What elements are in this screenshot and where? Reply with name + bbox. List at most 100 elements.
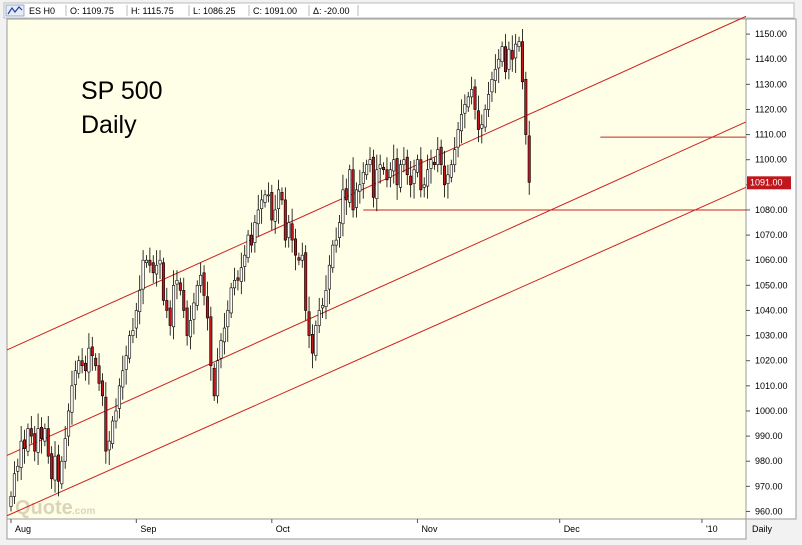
candle[interactable] (446, 164, 450, 199)
channel-trendline[interactable] (6, 186, 747, 517)
candle[interactable] (520, 29, 524, 90)
candle[interactable] (29, 415, 33, 444)
candle[interactable] (199, 262, 203, 293)
candle[interactable] (46, 415, 50, 464)
candle[interactable] (310, 324, 314, 369)
candle[interactable] (216, 348, 220, 404)
candle[interactable] (273, 194, 277, 234)
candle[interactable] (77, 355, 81, 379)
candle[interactable] (490, 71, 494, 102)
candle[interactable] (12, 461, 16, 504)
candle[interactable] (480, 114, 484, 144)
candle[interactable] (256, 194, 260, 237)
candle[interactable] (226, 300, 230, 342)
candle[interactable] (229, 282, 233, 318)
candle[interactable] (205, 281, 209, 331)
candle[interactable] (219, 333, 223, 369)
candle[interactable] (253, 214, 257, 253)
candle[interactable] (19, 426, 23, 481)
candle[interactable] (128, 330, 132, 364)
candle[interactable] (111, 415, 115, 449)
candle[interactable] (432, 157, 436, 170)
candle[interactable] (124, 345, 128, 385)
candle[interactable] (334, 227, 338, 253)
candle[interactable] (304, 245, 308, 321)
candle[interactable] (395, 148, 399, 200)
candle[interactable] (63, 426, 67, 469)
candle[interactable] (392, 144, 396, 184)
candle[interactable] (361, 162, 365, 199)
candle[interactable] (493, 54, 497, 94)
candle[interactable] (487, 81, 491, 117)
candle[interactable] (412, 159, 416, 199)
candle[interactable] (324, 275, 328, 320)
candle[interactable] (429, 149, 433, 184)
candle[interactable] (263, 189, 267, 208)
candle[interactable] (368, 147, 372, 173)
candle[interactable] (202, 265, 206, 306)
chart-type-icon[interactable] (5, 4, 25, 17)
candle[interactable] (36, 413, 40, 465)
candle[interactable] (348, 164, 352, 208)
candle[interactable] (453, 137, 457, 173)
candle[interactable] (249, 222, 253, 253)
candle[interactable] (100, 373, 104, 406)
channel-trendline[interactable] (6, 121, 747, 456)
candle[interactable] (351, 157, 355, 218)
candle[interactable] (209, 306, 213, 381)
candle[interactable] (117, 378, 121, 419)
candle[interactable] (172, 270, 176, 340)
candle[interactable] (23, 429, 27, 464)
candle[interactable] (290, 208, 294, 253)
candle[interactable] (161, 257, 165, 306)
candle[interactable] (182, 277, 186, 318)
period-label[interactable]: Daily (752, 524, 773, 534)
candle[interactable] (107, 431, 111, 465)
candle[interactable] (365, 159, 369, 180)
candle[interactable] (510, 35, 514, 72)
candle[interactable] (178, 277, 182, 296)
candle[interactable] (514, 34, 518, 74)
candle[interactable] (134, 302, 138, 339)
candle[interactable] (16, 458, 20, 482)
candle[interactable] (87, 333, 91, 385)
candle[interactable] (90, 336, 94, 371)
candle[interactable] (70, 370, 74, 425)
candle[interactable] (473, 79, 477, 120)
candle[interactable] (459, 99, 463, 144)
candle[interactable] (121, 355, 125, 400)
candle[interactable] (419, 147, 423, 198)
candle[interactable] (314, 320, 318, 361)
candle[interactable] (463, 94, 467, 129)
candle[interactable] (466, 91, 470, 112)
candle[interactable] (371, 149, 375, 208)
candle[interactable] (280, 187, 284, 205)
candle[interactable] (80, 348, 84, 374)
candle[interactable] (358, 169, 362, 204)
candle[interactable] (338, 214, 342, 248)
candle[interactable] (9, 491, 13, 512)
candle[interactable] (497, 49, 501, 84)
candle[interactable] (168, 300, 172, 336)
candle[interactable] (189, 305, 193, 350)
candle[interactable] (317, 297, 321, 334)
candle[interactable] (233, 267, 237, 296)
candle[interactable] (399, 159, 403, 193)
candle[interactable] (222, 312, 226, 355)
candle[interactable] (277, 179, 281, 224)
candle[interactable] (43, 423, 47, 447)
candle[interactable] (270, 184, 274, 231)
candle[interactable] (378, 154, 382, 184)
candle[interactable] (415, 154, 419, 178)
candle[interactable] (426, 154, 430, 199)
candle[interactable] (449, 159, 453, 183)
candle[interactable] (94, 353, 98, 371)
candle[interactable] (483, 104, 487, 133)
candle[interactable] (26, 423, 30, 457)
candle[interactable] (39, 417, 43, 454)
candle[interactable] (297, 252, 301, 266)
candle[interactable] (470, 76, 474, 105)
candle[interactable] (192, 292, 196, 335)
candle[interactable] (439, 139, 443, 175)
candle[interactable] (56, 444, 60, 497)
